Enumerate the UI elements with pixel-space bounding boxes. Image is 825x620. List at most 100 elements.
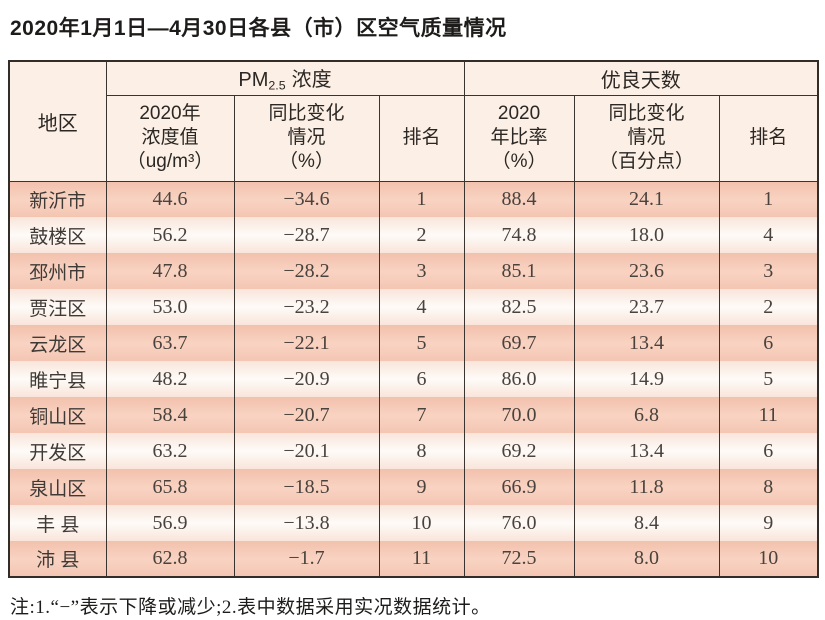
pm-change-cell: −18.5 — [233, 469, 380, 505]
good-rate-cell: 88.4 — [463, 181, 575, 217]
good-rate-cell: 74.8 — [463, 217, 575, 253]
good-change-cell: 11.8 — [573, 469, 720, 505]
pm-rank-cell: 2 — [378, 217, 465, 253]
pm-value-cell: 63.2 — [105, 433, 235, 469]
table-row: 铜山区 58.4 −20.7 7 70.0 6.8 11 — [8, 397, 819, 433]
good-change-cell: 13.4 — [573, 325, 720, 361]
table-row: 睢宁县 48.2 −20.9 6 86.0 14.9 5 — [8, 361, 819, 397]
pm-rank-cell: 6 — [378, 361, 465, 397]
table-body: 新沂市 44.6 −34.6 1 88.4 24.1 1 鼓楼区 56.2 −2… — [8, 181, 819, 577]
good-change-cell: 8.0 — [573, 541, 720, 577]
header-group-row: 地区 PM2.5 浓度 优良天数 — [8, 61, 819, 182]
pm-value-cell: 44.6 — [105, 181, 235, 217]
pm-change-cell: −23.2 — [233, 289, 380, 325]
good-change-cell: 24.1 — [573, 181, 720, 217]
pm-change-cell: −20.7 — [233, 397, 380, 433]
good-rank-cell: 9 — [718, 505, 819, 541]
header-region: 地区 — [8, 61, 107, 182]
pm-value-cell: 56.9 — [105, 505, 235, 541]
header-pm-rank: 排名 — [378, 95, 465, 182]
region-cell: 新沂市 — [8, 181, 107, 217]
table-row: 丰 县 56.9 −13.8 10 76.0 8.4 9 — [8, 505, 819, 541]
page-title: 2020年1月1日—4月30日各县（市）区空气质量情况 — [10, 17, 507, 40]
good-rate-cell: 82.5 — [463, 289, 575, 325]
table-row: 开发区 63.2 −20.1 8 69.2 13.4 6 — [8, 433, 819, 469]
pm-rank-cell: 10 — [378, 505, 465, 541]
good-rank-cell: 1 — [718, 181, 819, 217]
good-rate-cell: 86.0 — [463, 361, 575, 397]
pm-value-cell: 47.8 — [105, 253, 235, 289]
good-rank-cell: 5 — [718, 361, 819, 397]
pm-change-cell: −20.1 — [233, 433, 380, 469]
air-quality-table: 地区 PM2.5 浓度 优良天数 2020年 浓度值 （ug/m³） 同比变化 情… — [8, 60, 820, 578]
good-rank-cell: 6 — [718, 325, 819, 361]
pm-value-cell: 58.4 — [105, 397, 235, 433]
pm-change-cell: −22.1 — [233, 325, 380, 361]
pm-rank-cell: 4 — [378, 289, 465, 325]
good-rate-cell: 76.0 — [463, 505, 575, 541]
pm-rank-cell: 11 — [378, 541, 465, 577]
pm25-label-base: PM — [238, 69, 269, 92]
good-rate-cell: 69.7 — [463, 325, 575, 361]
pm-change-cell: −28.7 — [233, 217, 380, 253]
pm-change-cell: −28.2 — [233, 253, 380, 289]
table-row: 新沂市 44.6 −34.6 1 88.4 24.1 1 — [8, 181, 819, 217]
good-change-cell: 23.7 — [573, 289, 720, 325]
header-group-pm25: PM2.5 浓度 — [105, 61, 465, 96]
pm-change-cell: −13.8 — [233, 505, 380, 541]
pm-value-cell: 65.8 — [105, 469, 235, 505]
good-rate-cell: 69.2 — [463, 433, 575, 469]
region-cell: 鼓楼区 — [8, 217, 107, 253]
table-row: 贾汪区 53.0 −23.2 4 82.5 23.7 2 — [8, 289, 819, 325]
header-pm-change: 同比变化 情况 （%） — [233, 95, 380, 182]
pm25-label-rest: 浓度 — [291, 69, 332, 92]
good-change-cell: 8.4 — [573, 505, 720, 541]
good-rank-cell: 10 — [718, 541, 819, 577]
good-change-cell: 14.9 — [573, 361, 720, 397]
region-cell: 泉山区 — [8, 469, 107, 505]
region-cell: 邳州市 — [8, 253, 107, 289]
region-cell: 贾汪区 — [8, 289, 107, 325]
good-rate-cell: 70.0 — [463, 397, 575, 433]
table-row: 鼓楼区 56.2 −28.7 2 74.8 18.0 4 — [8, 217, 819, 253]
header-good-rate: 2020 年比率 （%） — [463, 95, 575, 182]
pm25-label-sub: 2.5 — [268, 79, 286, 94]
good-rank-cell: 3 — [718, 253, 819, 289]
pm-rank-cell: 9 — [378, 469, 465, 505]
header-pm-value: 2020年 浓度值 （ug/m³） — [105, 95, 235, 182]
good-rate-cell: 66.9 — [463, 469, 575, 505]
pm-rank-cell: 3 — [378, 253, 465, 289]
header-group-good-days: 优良天数 — [463, 61, 819, 96]
table-row: 邳州市 47.8 −28.2 3 85.1 23.6 3 — [8, 253, 819, 289]
region-cell: 开发区 — [8, 433, 107, 469]
pm-value-cell: 62.8 — [105, 541, 235, 577]
good-rank-cell: 6 — [718, 433, 819, 469]
pm-rank-cell: 1 — [378, 181, 465, 217]
region-cell: 沛 县 — [8, 541, 107, 577]
pm-change-cell: −1.7 — [233, 541, 380, 577]
region-cell: 丰 县 — [8, 505, 107, 541]
good-rate-cell: 85.1 — [463, 253, 575, 289]
pm-rank-cell: 7 — [378, 397, 465, 433]
table-row: 云龙区 63.7 −22.1 5 69.7 13.4 6 — [8, 325, 819, 361]
header-good-rank: 排名 — [718, 95, 819, 182]
pm-value-cell: 56.2 — [105, 217, 235, 253]
pm-change-cell: −34.6 — [233, 181, 380, 217]
header-good-change: 同比变化 情况 （百分点） — [573, 95, 720, 182]
header-sub-row: 2020年 浓度值 （ug/m³） 同比变化 情况 （%） 排名 2020 年比… — [9, 95, 819, 182]
table-header: 地区 PM2.5 浓度 优良天数 2020年 浓度值 （ug/m³） 同比变化 情… — [8, 61, 819, 182]
good-rank-cell: 8 — [718, 469, 819, 505]
pm-rank-cell: 5 — [378, 325, 465, 361]
good-rank-cell: 11 — [718, 397, 819, 433]
good-rate-cell: 72.5 — [463, 541, 575, 577]
good-change-cell: 6.8 — [573, 397, 720, 433]
pm-rank-cell: 8 — [378, 433, 465, 469]
good-change-cell: 18.0 — [573, 217, 720, 253]
region-cell: 铜山区 — [8, 397, 107, 433]
region-cell: 云龙区 — [8, 325, 107, 361]
pm-value-cell: 48.2 — [105, 361, 235, 397]
footnote: 注:1.“−”表示下降或减少;2.表中数据采用实况数据统计。 — [10, 597, 491, 618]
pm-value-cell: 53.0 — [105, 289, 235, 325]
good-rank-cell: 4 — [718, 217, 819, 253]
